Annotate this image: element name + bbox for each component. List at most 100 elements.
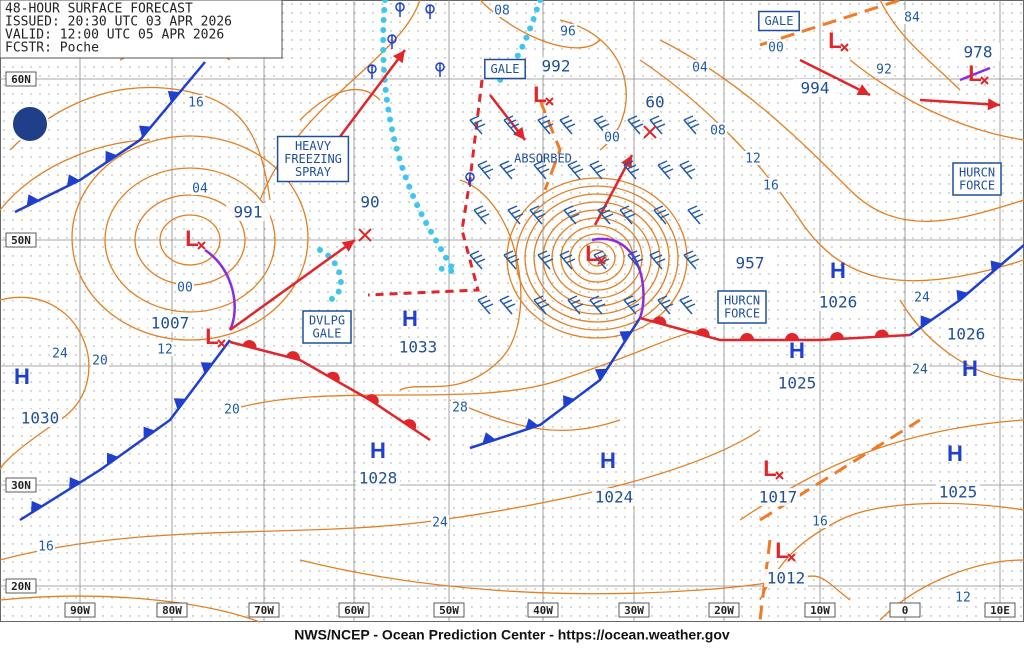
warning-text: HURCN [959, 166, 995, 180]
longitude-label: 10E [990, 604, 1010, 617]
ice-edge [317, 247, 344, 303]
pressure-label: 1025 [939, 483, 978, 502]
front-pip [326, 371, 340, 383]
isobar [578, 241, 616, 275]
isobar-label: 92 [876, 63, 892, 78]
front-pip [619, 330, 632, 343]
isobar [759, 502, 1024, 601]
wind-barb [477, 295, 494, 315]
wind-barb [679, 160, 696, 180]
isobar-label-bg [493, 3, 511, 17]
isobar [449, 399, 621, 432]
wind-barb [589, 295, 606, 315]
pressure-label: 1028 [359, 469, 398, 488]
isobar [0, 296, 90, 471]
wind-barb [683, 250, 700, 270]
lon-label-box [338, 602, 370, 618]
warning-text: GALE [313, 327, 342, 341]
wind-barb [563, 205, 580, 225]
occluded-front [959, 66, 991, 82]
noaa-logo [11, 105, 49, 143]
wind-barb [533, 160, 550, 180]
isobar-label-bg [709, 123, 727, 137]
pressure-label: 992 [542, 57, 571, 76]
isobar [299, 88, 381, 121]
lon-label-box [248, 602, 280, 618]
isobar-label-bg [559, 24, 577, 38]
isobar-label-bg [811, 514, 829, 528]
header-line: FCSTR: Poche [5, 41, 99, 56]
trough [759, 0, 901, 47]
warning-box [302, 310, 352, 344]
pressure-label-bg [592, 488, 636, 506]
lat-label-box [5, 71, 37, 87]
pressure-label-bg [356, 469, 400, 487]
center-symbol: H [962, 356, 978, 381]
isobar-label-bg [691, 60, 709, 74]
wind-barb [533, 295, 550, 315]
isobar-label-bg [744, 151, 762, 165]
isobar-label: 08 [710, 124, 726, 139]
isobar [849, 59, 1024, 141]
lon-label-box [984, 602, 1016, 618]
center-symbol: L [205, 324, 218, 349]
warning-text: HURCN [724, 294, 760, 308]
warning-text: SPRAY [295, 165, 332, 179]
wind-barb [537, 250, 554, 270]
front-pip [830, 332, 844, 340]
center-symbol: H [14, 364, 30, 389]
cold-front [14, 61, 206, 214]
isobar [0, 429, 761, 561]
trough [758, 539, 772, 621]
front-pip [167, 91, 180, 103]
cold-front [469, 317, 642, 450]
pressure-label-bg [936, 483, 980, 501]
wind-barb [589, 160, 606, 180]
front-pip [200, 362, 213, 374]
pressure-label: 1026 [947, 325, 986, 344]
center-symbol: L [763, 456, 776, 481]
freezing-spray-symbol [465, 172, 475, 187]
isobar [104, 167, 276, 313]
wind-barb [507, 205, 524, 225]
center-symbol: L [775, 538, 788, 563]
isobar [0, 139, 151, 211]
arrow-head [621, 155, 632, 169]
front-pip [563, 395, 575, 408]
isobar [71, 135, 309, 341]
pressure-label: 994 [801, 79, 830, 98]
pressure-label-bg [226, 203, 270, 221]
center-x [217, 339, 226, 348]
center-x [787, 553, 796, 562]
wind-barb [657, 160, 674, 180]
isobar [639, 59, 1024, 282]
footer-credit: NWS/NCEP - Ocean Prediction Center - htt… [294, 627, 730, 643]
center-symbol: H [830, 258, 846, 283]
front-pip [173, 398, 186, 410]
wind-barb [503, 115, 520, 135]
isobar [399, 179, 522, 391]
map-background [0, 0, 1024, 622]
arrow-head [341, 240, 355, 252]
wind-barb [619, 205, 636, 225]
isobar-label-bg [767, 40, 785, 54]
front-pip [67, 174, 80, 187]
longitude-label: 70W [254, 604, 274, 617]
isobar-label: 00 [604, 131, 620, 146]
isobar-label: 16 [763, 179, 779, 194]
isobar-label-bg [156, 342, 174, 356]
warm-front [639, 316, 911, 342]
isobar-label-bg [431, 515, 449, 529]
freezing-spray-symbol [395, 2, 405, 17]
center-symbol: H [402, 306, 418, 331]
center-symbol: L [968, 61, 981, 86]
front-pip [286, 351, 300, 360]
track-arrow [329, 49, 406, 151]
freezing-spray-symbol [367, 64, 377, 79]
warning-text: FORCE [724, 307, 760, 321]
front-pip [31, 500, 43, 514]
lat-label-box [5, 477, 37, 493]
isobar-label: 24 [914, 291, 930, 306]
isobar-label: 24 [912, 363, 928, 378]
